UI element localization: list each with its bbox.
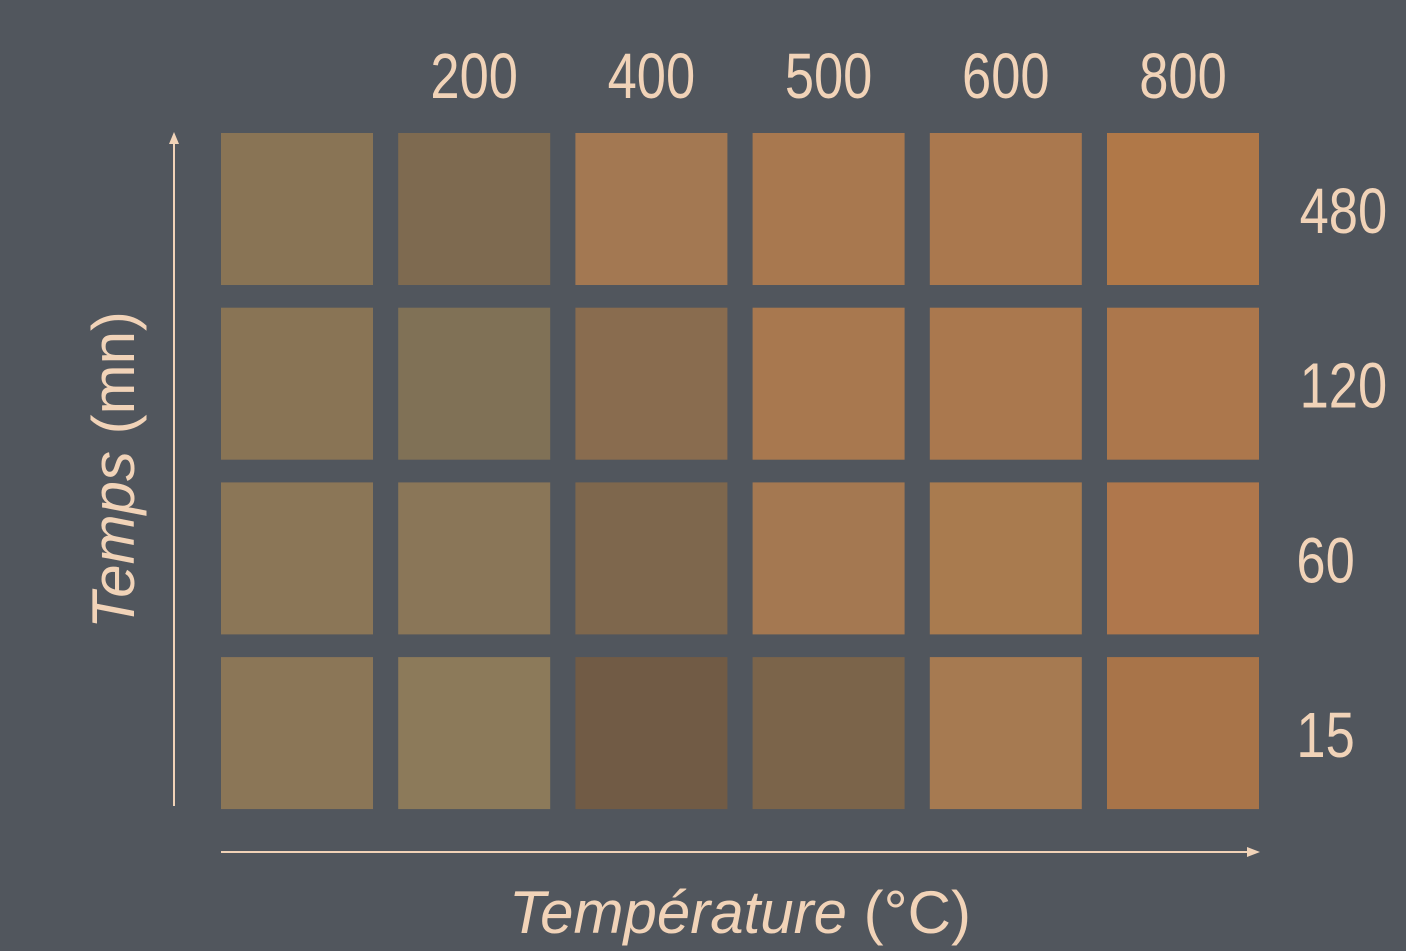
column-tick-label: 400 [608, 41, 696, 112]
heatmap-cell [398, 133, 551, 285]
heatmap-cell [752, 133, 905, 285]
row-tick-label: 480 [1300, 176, 1388, 247]
column-tick-label: 500 [785, 41, 873, 112]
heatmap-cell [1107, 657, 1259, 810]
heatmap-cell [575, 307, 728, 460]
y-axis [169, 132, 179, 806]
row-tick-labels: 480 120 60 15 [1296, 176, 1387, 771]
row-tick-label: 120 [1300, 351, 1388, 422]
heatmap-cell [929, 307, 1082, 460]
x-axis-arrowhead [1247, 847, 1260, 857]
heatmap-cell [752, 657, 905, 810]
heatmap-cell [221, 133, 373, 285]
heatmap-cell [1107, 133, 1259, 285]
y-axis-arrowhead [169, 132, 179, 144]
heatmap-cell [575, 657, 728, 810]
y-axis-title-unit: (mn) [80, 311, 147, 451]
heatmap-cell [929, 657, 1082, 810]
heatmap-cell [398, 482, 551, 635]
heatmap-cells [221, 133, 1259, 810]
heatmap-cell [398, 307, 551, 460]
heatmap-cell [221, 307, 373, 460]
x-axis-title-main: Température [509, 879, 847, 946]
heatmap-cell [575, 482, 728, 635]
x-axis-title-unit: (°C) [847, 879, 971, 946]
heatmap-cell [221, 482, 373, 635]
x-axis-title: Température (°C) [509, 879, 971, 946]
x-axis [221, 847, 1260, 857]
heatmap-cell [752, 482, 905, 635]
heatmap-cell [929, 482, 1082, 635]
heatmap-cell [1107, 482, 1259, 635]
column-tick-label: 800 [1139, 41, 1227, 112]
heatmap-cell [752, 307, 905, 460]
column-tick-label: 600 [962, 41, 1050, 112]
y-axis-title-main: Temps [80, 451, 147, 629]
heatmap-cell [1107, 307, 1259, 460]
heatmap-cell [575, 133, 728, 285]
row-tick-label: 60 [1296, 526, 1354, 597]
y-axis-title: Temps (mn) [80, 311, 147, 629]
row-tick-label: 15 [1296, 700, 1354, 771]
heatmap-cell [929, 133, 1082, 285]
column-tick-label: 200 [430, 41, 518, 112]
column-tick-labels: 200 400 500 600 800 [430, 41, 1226, 112]
heatmap-cell [398, 657, 551, 810]
heatmap-cell [221, 657, 373, 810]
